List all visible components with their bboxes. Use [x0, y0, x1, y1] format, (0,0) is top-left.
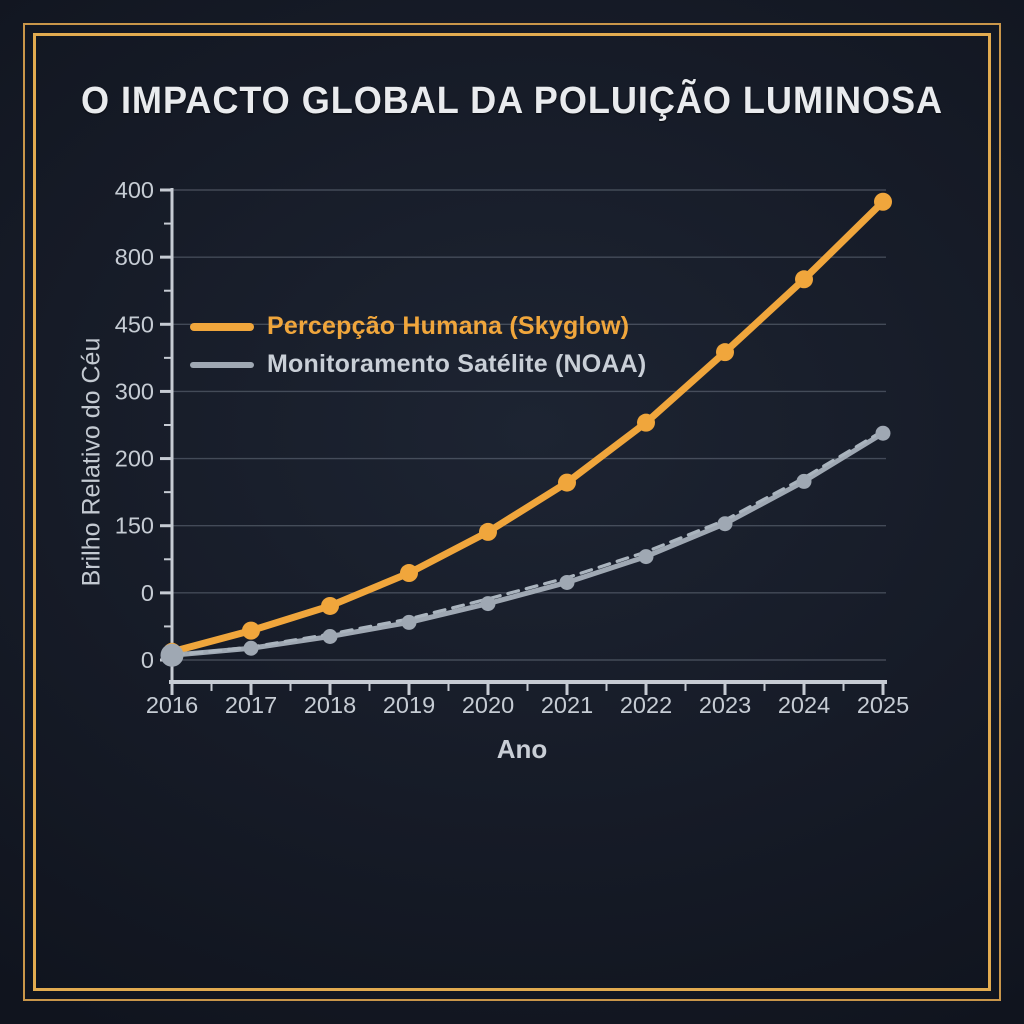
x-axis-label: Ano: [496, 734, 548, 764]
svg-text:0: 0: [141, 580, 154, 606]
legend-swatch-skyglow: [190, 322, 254, 331]
svg-text:2017: 2017: [225, 692, 277, 718]
svg-text:300: 300: [115, 378, 154, 404]
svg-text:2024: 2024: [778, 692, 830, 718]
skyglow-data-point: [242, 621, 260, 640]
noaa-data-point: [559, 574, 575, 590]
noaa-data-point: [401, 614, 417, 630]
svg-text:450: 450: [115, 311, 154, 337]
skyglow-data-point: [321, 596, 339, 615]
noaa-data-point: [480, 596, 496, 612]
legend-item-noaa: Monitoramento Satélite (NOAA): [190, 349, 646, 380]
legend-item-skyglow: Percepção Humana (Skyglow): [190, 311, 646, 342]
svg-text:800: 800: [115, 244, 154, 270]
axes: [169, 188, 887, 684]
svg-text:2025: 2025: [857, 692, 909, 718]
svg-text:2019: 2019: [383, 692, 435, 718]
y-axis-label: Brilho Relativo do Céu: [77, 337, 106, 587]
svg-text:200: 200: [115, 446, 154, 472]
noaa-data-point: [243, 640, 259, 656]
noaa-data-point: [717, 516, 733, 532]
legend-label-skyglow: Percepção Humana (Skyglow): [267, 312, 630, 340]
page-title: O IMPACTO GLOBAL DA POLUIÇÃO LUMINOSA: [80, 80, 944, 122]
skyglow-data-point: [558, 473, 576, 492]
skyglow-data-point: [637, 413, 655, 432]
axis-ticks: [160, 188, 885, 695]
svg-text:2021: 2021: [541, 692, 593, 718]
noaa-data-point: [796, 473, 812, 489]
noaa-dashed-trend: [170, 429, 885, 657]
svg-text:2020: 2020: [462, 692, 514, 718]
series-skyglow: [163, 192, 892, 661]
svg-text:2022: 2022: [620, 692, 672, 718]
series-noaa: [160, 425, 891, 667]
skyglow-data-point: [874, 192, 892, 211]
svg-text:2018: 2018: [304, 692, 356, 718]
y-gridlines: [172, 189, 886, 661]
svg-text:2016: 2016: [146, 692, 198, 718]
skyglow-data-point: [716, 343, 734, 362]
y-tick-labels: 400 800 450 300 200 150 0 0: [115, 177, 154, 673]
svg-text:0: 0: [141, 647, 154, 673]
legend-swatch-noaa: [190, 361, 254, 368]
svg-text:150: 150: [115, 513, 154, 539]
legend-label-noaa: Monitoramento Satélite (NOAA): [267, 350, 647, 378]
noaa-data-point: [160, 643, 184, 667]
legend: Percepção Humana (Skyglow) Monitoramento…: [190, 311, 646, 380]
skyglow-data-point: [795, 270, 813, 289]
svg-text:2023: 2023: [699, 692, 751, 718]
svg-text:400: 400: [115, 177, 154, 203]
skyglow-data-point: [400, 564, 418, 583]
skyglow-data-point: [479, 522, 497, 541]
noaa-data-point: [638, 549, 654, 565]
noaa-data-point: [322, 629, 338, 644]
noaa-data-point: [875, 425, 891, 441]
x-tick-labels: 2016 2017 2018 2019 2020 2021 2022 2023 2024 2025: [146, 692, 909, 718]
